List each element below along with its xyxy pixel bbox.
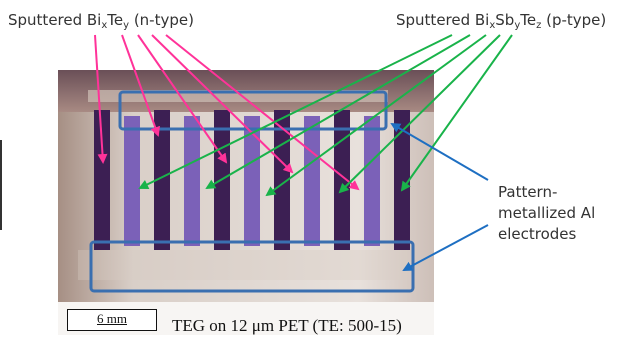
p-type-label-prefix: Sputtered Bi (396, 11, 490, 29)
thermoelectric-leg (304, 116, 320, 246)
thermoelectric-leg (274, 110, 290, 250)
p-type-label: Sputtered BixSbyTez (p-type) (396, 13, 606, 31)
p-type-label-suffix: (p-type) (541, 11, 607, 29)
p-type-label-te: Te (520, 11, 537, 29)
p-type-sub-x: x (489, 20, 496, 31)
p-type-label-sb: Sb (495, 11, 515, 29)
thermoelectric-leg (214, 110, 230, 250)
photo-caption: TEG on 12 μm PET (TE: 500-15) (172, 316, 402, 335)
left-edge-line (0, 140, 2, 230)
electrodes-label-line1: Pattern- (498, 183, 558, 201)
p-type-sub-z: z (536, 20, 542, 31)
thermoelectric-leg (94, 110, 110, 250)
top-electrode-strip (88, 90, 388, 102)
thermoelectric-leg (184, 116, 200, 246)
n-type-sub-y: y (123, 20, 130, 31)
thermoelectric-leg (364, 116, 380, 246)
electrodes-label-line2: metallized Al (498, 204, 596, 222)
thermoelectric-leg (124, 116, 140, 246)
scale-bar-label: 6 mm (97, 311, 127, 326)
electrodes-label-line3: electrodes (498, 225, 577, 243)
n-type-sub-x: x (101, 20, 108, 31)
scale-bar: 6 mm (67, 309, 157, 331)
thermoelectric-leg (394, 110, 410, 250)
thermoelectric-leg (244, 116, 260, 246)
thermoelectric-leg (154, 110, 170, 250)
electrodes-label: Pattern- metallized Al electrodes (498, 182, 618, 245)
p-type-sub-y: y (514, 20, 521, 31)
thermoelectric-leg (334, 110, 350, 250)
n-type-label: Sputtered BixTey (n-type) (8, 13, 194, 31)
n-type-label-te: Te (107, 11, 124, 29)
bottom-electrode-strip (78, 250, 408, 280)
n-type-label-prefix: Sputtered Bi (8, 11, 102, 29)
n-type-label-suffix: (n-type) (129, 11, 194, 29)
teg-photo (58, 70, 434, 335)
